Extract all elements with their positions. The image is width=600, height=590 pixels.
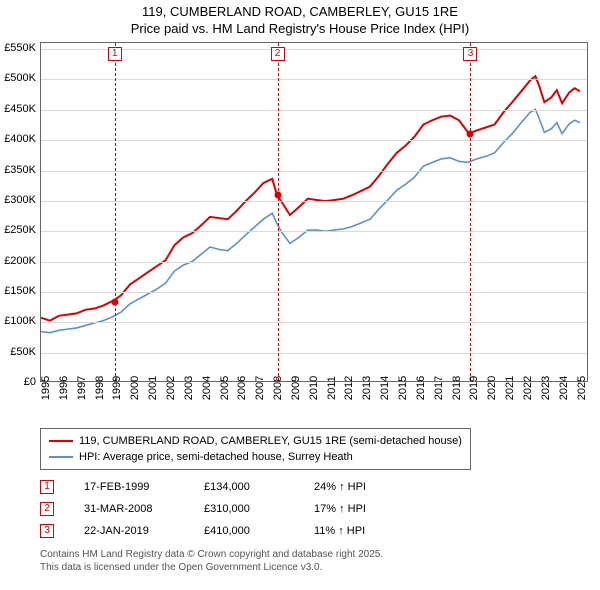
x-tick-label: 2025 (576, 376, 588, 400)
sale-row-diff: 17% ↑ HPI (314, 503, 434, 515)
y-tick-label: £150K (4, 285, 36, 297)
gridline (41, 201, 587, 202)
x-tick-label: 2022 (522, 376, 534, 400)
x-tick-label: 2002 (165, 376, 177, 400)
x-tick-label: 2010 (308, 376, 320, 400)
sale-row-marker: 2 (40, 502, 54, 516)
sale-dot (467, 131, 474, 138)
sale-row-price: £310,000 (204, 503, 314, 515)
chart-plot-area: 1 2 3 (40, 42, 588, 382)
legend-swatch-price-paid (49, 440, 73, 442)
x-tick-label: 2020 (486, 376, 498, 400)
chart-legend: 119, CUMBERLAND ROAD, CAMBERLEY, GU15 1R… (40, 428, 471, 470)
y-tick-label: £400K (4, 133, 36, 145)
sale-row-marker: 1 (40, 480, 54, 494)
gridline (41, 171, 587, 172)
sale-marker-box: 2 (271, 47, 285, 61)
sale-guide-line (470, 43, 471, 381)
y-tick-label: £500K (4, 72, 36, 84)
sales-table-row: 3 22-JAN-2019£410,00011% ↑ HPI (40, 520, 434, 542)
x-tick-label: 2013 (361, 376, 373, 400)
x-tick-label: 2019 (468, 376, 480, 400)
x-tick-label: 2024 (558, 376, 570, 400)
x-tick-label: 2005 (219, 376, 231, 400)
legend-swatch-hpi (49, 456, 73, 458)
series-line-price_paid (41, 76, 580, 320)
x-tick-label: 2009 (290, 376, 302, 400)
sale-guide-line (278, 43, 279, 381)
x-tick-label: 1999 (111, 376, 123, 400)
x-tick-label: 1997 (76, 376, 88, 400)
sale-row-price: £134,000 (204, 481, 314, 493)
gridline (41, 292, 587, 293)
sale-row-date: 22-JAN-2019 (84, 525, 204, 537)
y-tick-label: £550K (4, 42, 36, 54)
x-tick-label: 2018 (451, 376, 463, 400)
x-tick-label: 2015 (397, 376, 409, 400)
y-tick-label: £250K (4, 224, 36, 236)
gridline (41, 110, 587, 111)
x-tick-label: 2008 (272, 376, 284, 400)
chart-lines-svg (41, 43, 587, 381)
x-tick-label: 2023 (540, 376, 552, 400)
x-tick-label: 2012 (343, 376, 355, 400)
x-tick-label: 2006 (236, 376, 248, 400)
x-axis-labels: 1995199619971998199920002001200220032004… (40, 384, 588, 424)
footer-line-1: Contains HM Land Registry data © Crown c… (40, 548, 383, 561)
x-tick-label: 2004 (201, 376, 213, 400)
y-tick-label: £350K (4, 164, 36, 176)
x-tick-label: 2007 (254, 376, 266, 400)
x-tick-label: 1995 (40, 376, 52, 400)
sale-row-marker: 3 (40, 524, 54, 538)
y-tick-label: £300K (4, 194, 36, 206)
gridline (41, 322, 587, 323)
gridline (41, 231, 587, 232)
sale-row-price: £410,000 (204, 525, 314, 537)
gridline (41, 353, 587, 354)
x-tick-label: 2017 (433, 376, 445, 400)
x-tick-label: 2003 (183, 376, 195, 400)
title-line-1: 119, CUMBERLAND ROAD, CAMBERLEY, GU15 1R… (0, 4, 600, 21)
footer-line-2: This data is licensed under the Open Gov… (40, 561, 383, 574)
legend-label-hpi: HPI: Average price, semi-detached house,… (79, 451, 353, 463)
sales-table: 1 17-FEB-1999£134,00024% ↑ HPI 2 31-MAR-200… (40, 476, 434, 542)
sale-row-date: 31-MAR-2008 (84, 503, 204, 515)
legend-row-hpi: HPI: Average price, semi-detached house,… (49, 449, 462, 465)
gridline (41, 262, 587, 263)
series-line-hpi (41, 109, 580, 332)
gridline (41, 79, 587, 80)
sale-row-diff: 11% ↑ HPI (314, 525, 434, 537)
sales-table-row: 2 31-MAR-2008£310,00017% ↑ HPI (40, 498, 434, 520)
chart-title-block: 119, CUMBERLAND ROAD, CAMBERLEY, GU15 1R… (0, 0, 600, 38)
y-axis-labels: £0£50K£100K£150K£200K£250K£300K£350K£400… (0, 42, 38, 382)
y-tick-label: £450K (4, 103, 36, 115)
x-tick-label: 1998 (94, 376, 106, 400)
sales-table-row: 1 17-FEB-1999£134,00024% ↑ HPI (40, 476, 434, 498)
y-tick-label: £200K (4, 255, 36, 267)
x-tick-label: 2001 (147, 376, 159, 400)
y-tick-label: £50K (10, 346, 36, 358)
x-tick-label: 1996 (58, 376, 70, 400)
x-tick-label: 2021 (504, 376, 516, 400)
gridline (41, 140, 587, 141)
sale-dot (274, 191, 281, 198)
sale-row-diff: 24% ↑ HPI (314, 481, 434, 493)
y-tick-label: £0 (24, 376, 36, 388)
x-tick-label: 2016 (415, 376, 427, 400)
sale-marker-box: 1 (108, 47, 122, 61)
sale-guide-line (115, 43, 116, 381)
x-tick-label: 2014 (379, 376, 391, 400)
sale-row-date: 17-FEB-1999 (84, 481, 204, 493)
legend-label-price-paid: 119, CUMBERLAND ROAD, CAMBERLEY, GU15 1R… (79, 435, 462, 447)
sale-dot (111, 298, 118, 305)
y-tick-label: £100K (4, 315, 36, 327)
x-tick-label: 2011 (326, 376, 338, 400)
title-line-2: Price paid vs. HM Land Registry's House … (0, 21, 600, 38)
sale-marker-box: 3 (463, 47, 477, 61)
legend-row-price-paid: 119, CUMBERLAND ROAD, CAMBERLEY, GU15 1R… (49, 433, 462, 449)
footer-attribution: Contains HM Land Registry data © Crown c… (40, 548, 383, 574)
chart-container: 119, CUMBERLAND ROAD, CAMBERLEY, GU15 1R… (0, 0, 600, 590)
gridline (41, 49, 587, 50)
x-tick-label: 2000 (129, 376, 141, 400)
